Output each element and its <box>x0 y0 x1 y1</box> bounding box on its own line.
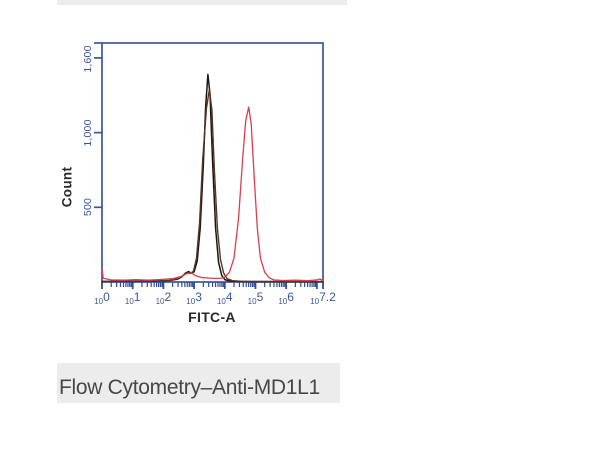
y-ticks <box>94 42 102 209</box>
rug-ticks <box>101 282 324 289</box>
caption-bar: Flow Cytometry–Anti-MD1L1 <box>57 363 340 403</box>
y-axis-title: Count <box>59 166 75 208</box>
flow-cytometry-histogram: Count 500 1,000 1,600 100 101 102 103 104 105 10… <box>59 42 336 325</box>
x-tick-label: 106 <box>278 290 294 306</box>
x-tick-label: 104 <box>216 290 233 306</box>
x-axis-title: FITC-A <box>188 309 236 325</box>
x-tick-label: 102 <box>155 290 172 306</box>
trace-control-black <box>101 73 324 283</box>
figure-caption: Flow Cytometry–Anti-MD1L1 <box>59 376 320 399</box>
y-tick-label: 500 <box>82 198 94 217</box>
x-tick-label: 107.2 <box>310 290 336 306</box>
trace-control-brown <box>101 88 324 283</box>
page-top-divider <box>57 0 347 5</box>
x-tick-label: 101 <box>124 290 141 306</box>
chart-svg <box>94 42 324 289</box>
x-tick-label: 100 <box>94 290 110 306</box>
trace-anti-MD1L1-red <box>101 106 324 282</box>
x-tick-label: 105 <box>247 290 264 306</box>
y-tick-label: 1,600 <box>82 45 94 73</box>
y-tick-label: 1,000 <box>82 118 94 147</box>
x-tick-label: 103 <box>186 290 202 306</box>
